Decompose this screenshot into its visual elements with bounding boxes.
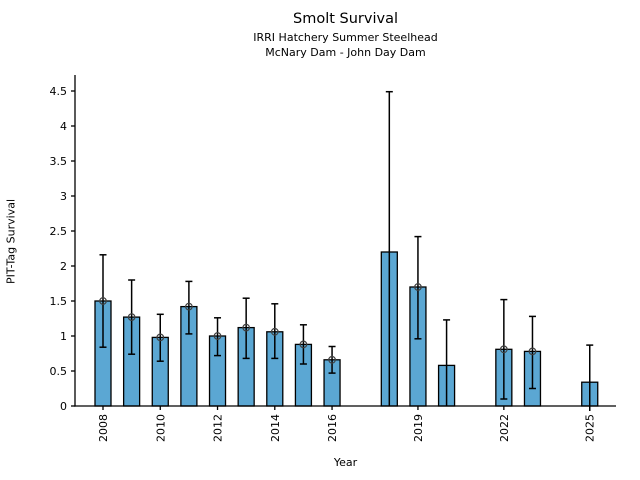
x-tick-label: 2014 xyxy=(269,414,282,442)
x-tick-label: 2022 xyxy=(498,414,511,442)
point-marker-2012 xyxy=(213,332,222,340)
x-tick-label: 2019 xyxy=(412,414,425,442)
x-tick-label: 2008 xyxy=(97,414,110,442)
point-marker-2013 xyxy=(242,323,251,332)
y-tick-label: 0.5 xyxy=(50,365,68,378)
point-marker-2008 xyxy=(99,297,107,305)
chart-title: Smolt Survival xyxy=(293,11,398,27)
x-tick-label: 2016 xyxy=(326,414,339,442)
point-marker-2009 xyxy=(127,313,136,322)
y-tick-label: 1 xyxy=(60,330,67,343)
point-marker-2019 xyxy=(414,283,422,291)
point-marker-2022 xyxy=(499,345,508,354)
chart-subtitle-line2: McNary Dam - John Day Dam xyxy=(265,46,426,59)
point-marker-2015 xyxy=(299,340,308,349)
y-tick-label: 2 xyxy=(60,260,67,273)
x-tick-label: 2025 xyxy=(584,414,597,442)
x-axis-label: Year xyxy=(333,456,358,469)
x-tick-label: 2010 xyxy=(154,414,167,442)
y-axis-label: PIT-Tag Survival xyxy=(4,199,18,285)
y-tick-label: 4 xyxy=(60,120,67,133)
x-tick-label: 2012 xyxy=(212,414,225,442)
y-tick-label: 1.5 xyxy=(50,295,68,308)
y-tick-label: 3 xyxy=(60,190,67,203)
chart-subtitle-line1: IRRI Hatchery Summer Steelhead xyxy=(253,31,438,44)
y-tick-label: 0 xyxy=(60,400,67,413)
y-tick-label: 4.5 xyxy=(50,85,68,98)
point-marker-2023 xyxy=(528,347,537,356)
point-marker-2014 xyxy=(270,327,279,336)
point-marker-2010 xyxy=(156,333,165,342)
y-tick-label: 2.5 xyxy=(50,225,68,238)
point-marker-2011 xyxy=(184,302,193,311)
y-tick-label: 3.5 xyxy=(50,155,68,168)
point-marker-2016 xyxy=(328,355,336,364)
